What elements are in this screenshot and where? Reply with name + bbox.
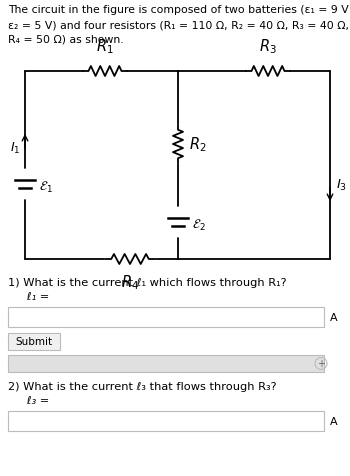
Text: $\it{I}_1$: $\it{I}_1$ [9,140,20,155]
Text: $\it{I}_3$: $\it{I}_3$ [336,177,347,192]
Text: +: + [317,359,325,369]
Text: 2) What is the current ℓ₃ that flows through R₃?: 2) What is the current ℓ₃ that flows thr… [8,381,276,391]
Text: 1) What is the current ℓ₁ which flows through R₁?: 1) What is the current ℓ₁ which flows th… [8,278,287,288]
Text: $\mathcal{E}_2$: $\mathcal{E}_2$ [192,217,206,232]
Text: $\mathit{R}_3$: $\mathit{R}_3$ [259,37,277,56]
Bar [8,411,324,431]
Text: A: A [330,312,338,322]
Bar [8,333,60,350]
Text: Submit: Submit [15,337,52,347]
Text: ℓ₃ =: ℓ₃ = [16,395,49,405]
Text: $\mathit{R}_4$: $\mathit{R}_4$ [121,272,139,291]
Text: ε₂ = 5 V) and four resistors (R₁ = 110 Ω, R₂ = 40 Ω, R₃ = 40 Ω, and: ε₂ = 5 V) and four resistors (R₁ = 110 Ω… [8,20,350,30]
Text: R₄ = 50 Ω) as shown.: R₄ = 50 Ω) as shown. [8,35,124,45]
Text: $\mathit{R}_2$: $\mathit{R}_2$ [189,135,206,154]
Text: $\mathcal{E}_1$: $\mathcal{E}_1$ [39,179,53,194]
Bar [8,307,324,327]
Text: $\mathit{R}_1$: $\mathit{R}_1$ [96,37,114,56]
Bar [8,355,324,372]
Text: ℓ₁ =: ℓ₁ = [16,291,49,301]
Text: A: A [330,416,338,426]
Text: The circuit in the figure is composed of two batteries (ε₁ = 9 V and: The circuit in the figure is composed of… [8,5,350,15]
